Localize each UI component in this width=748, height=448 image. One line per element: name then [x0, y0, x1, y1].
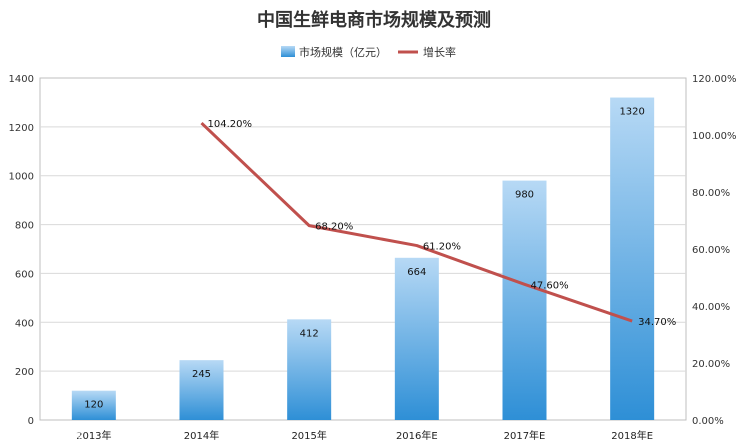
legend: 市场规模（亿元） 增长率 [281, 45, 456, 59]
left-tick-label: 600 [15, 269, 34, 280]
left-axis-ticks: 0 200 400 600 800 1000 1200 1400 [9, 74, 34, 427]
right-tick-label: 80.00% [692, 188, 730, 199]
right-tick-label: 100.00% [692, 131, 737, 142]
growth-rate-line [200, 121, 633, 323]
right-tick-label: 40.00% [692, 302, 730, 313]
left-tick-label: 200 [15, 367, 34, 378]
left-tick-label: 1400 [9, 74, 34, 85]
right-tick-label: 0.00% [692, 416, 724, 427]
bar-labels: 120 245 412 664 980 1320 [84, 107, 645, 411]
category-label: 2015年 [291, 429, 326, 442]
bar [394, 257, 439, 420]
right-tick-label: 20.00% [692, 359, 730, 370]
left-tick-label: 400 [15, 318, 34, 329]
bar [287, 319, 332, 420]
right-tick-label: 120.00% [692, 74, 737, 85]
growth-rate-label: 68.20% [315, 222, 353, 233]
bar-value-label: 664 [407, 267, 426, 278]
legend-label-bar: 市场规模（亿元） [299, 45, 387, 59]
bar-value-label: 1320 [619, 107, 644, 118]
bar-value-label: 120 [84, 400, 103, 411]
bar-value-label: 980 [515, 190, 534, 201]
legend-swatch-bar [281, 46, 295, 57]
category-label: 2016年E [396, 429, 438, 442]
plot-area [39, 77, 687, 421]
growth-rate-labels: 104.20% 68.20% 61.20% 47.60% 34.70% [208, 119, 677, 328]
gridlines [40, 126, 686, 372]
chart-title: 中国生鲜电商市场规模及预测 [257, 9, 491, 31]
bar [502, 180, 547, 420]
bar-series [71, 97, 655, 421]
watermark-logo-icon [7, 427, 23, 443]
legend-label-line: 增长率 [423, 45, 456, 59]
left-tick-label: 0 [28, 416, 34, 427]
category-label: 2018年E [611, 429, 653, 442]
right-tick-label: 60.00% [692, 245, 730, 256]
watermark-text: 大数据观察 [27, 428, 82, 442]
left-tick-label: 1000 [9, 172, 34, 183]
category-label: 2014年 [184, 429, 219, 442]
growth-rate-series [200, 121, 633, 323]
bar [610, 97, 655, 421]
left-tick-label: 1200 [9, 123, 34, 134]
growth-rate-label: 47.60% [531, 280, 569, 291]
left-tick-label: 800 [15, 221, 34, 232]
growth-rate-label: 61.20% [423, 242, 461, 253]
category-label: 2013年 [76, 429, 111, 442]
bar-value-label: 245 [192, 369, 211, 380]
right-axis-ticks: 0.00% 20.00% 40.00% 60.00% 80.00% 100.00% 120.… [692, 74, 737, 427]
category-axis-labels: 2013年 2014年 2015年 2016年E 2017年E 2018年E [76, 429, 653, 442]
bar [71, 390, 116, 420]
growth-rate-label: 104.20% [208, 119, 253, 130]
growth-rate-label: 34.70% [638, 317, 676, 328]
bar [179, 360, 224, 420]
category-label: 2017年E [504, 429, 546, 442]
bar-value-label: 412 [300, 328, 319, 339]
watermark: 大数据观察 [7, 427, 82, 443]
